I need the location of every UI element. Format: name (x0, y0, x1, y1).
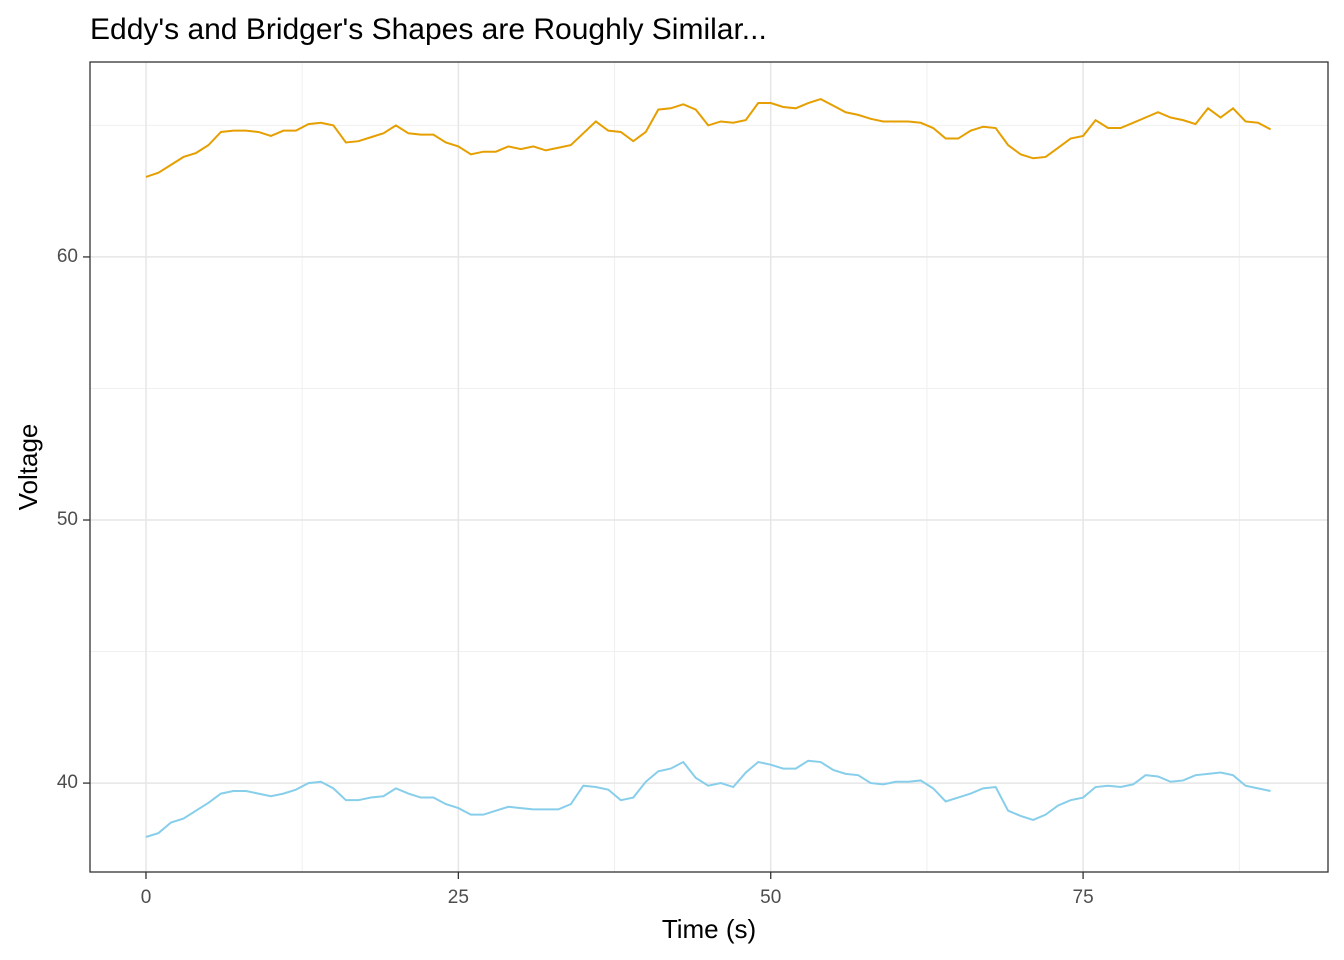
x-tick-label: 50 (760, 887, 781, 908)
y-tick-label: 40 (57, 772, 78, 793)
plot-lines (145, 98, 1271, 838)
x-tick-label: 25 (448, 887, 469, 908)
panel-border (89, 61, 1329, 873)
y-axis-label: Voltage (13, 424, 43, 511)
grid (90, 62, 1328, 872)
x-tick-label: 75 (1073, 887, 1094, 908)
y-tick-label: 60 (57, 246, 78, 267)
x-axis-label: Time (s) (662, 914, 756, 944)
series-line (145, 98, 1271, 178)
series-line (145, 759, 1271, 838)
x-tick-label: 0 (141, 887, 152, 908)
chart-title: Eddy's and Bridger's Shapes are Roughly … (90, 13, 767, 46)
axes: 0 25 50 75 40 50 60 (57, 246, 1094, 908)
y-tick-label: 50 (57, 509, 78, 530)
